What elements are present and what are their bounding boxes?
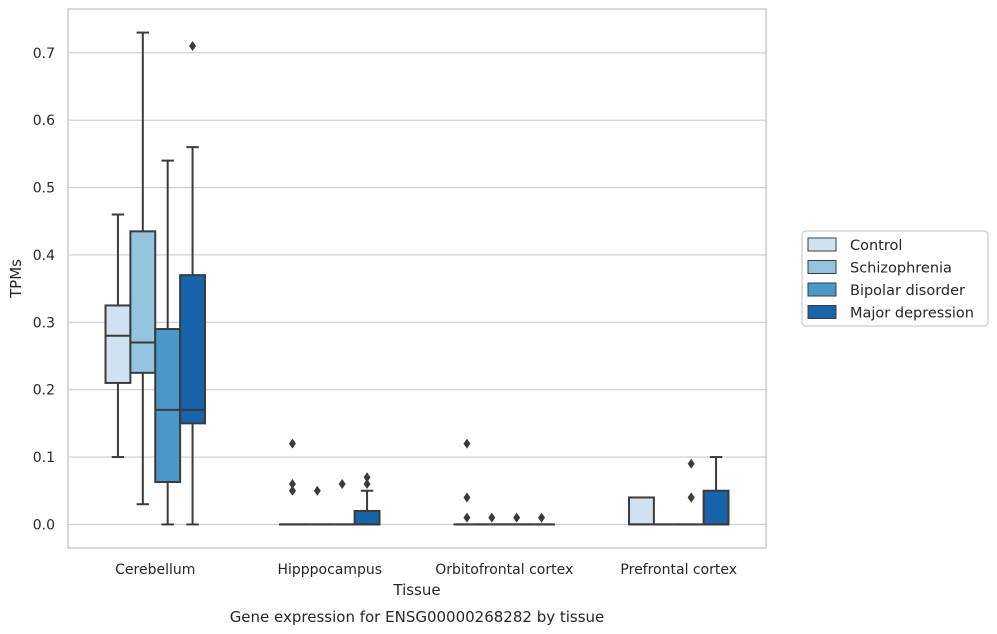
y-tick-label: 0.0 <box>33 517 55 533</box>
box-0-2 <box>154 159 182 526</box>
y-tick-label: 0.3 <box>33 315 55 331</box>
outlier-point <box>463 512 471 523</box>
box-body <box>628 496 655 526</box>
box-body <box>129 230 157 374</box>
plot-area-frame <box>67 8 767 549</box>
box-3-2 <box>677 458 705 526</box>
box-marks <box>104 31 730 526</box>
x-axis-label: Tissue <box>392 581 440 599</box>
outlier-point <box>687 458 695 469</box>
outlier-point <box>463 492 471 503</box>
outlier-point <box>363 478 371 489</box>
box-3-0 <box>628 496 655 526</box>
box-1-1 <box>303 485 331 526</box>
outlier-point <box>687 492 695 503</box>
box-2-3 <box>528 512 555 526</box>
x-tick-label: Hipppocampus <box>277 562 382 578</box>
y-axis-ticks: 0.0 0.1 0.2 0.3 0.4 0.5 0.6 0.7 <box>33 46 55 534</box>
legend: Control Schizophrenia Bipolar disorder Majo… <box>801 230 989 327</box>
outlier-point <box>488 512 496 523</box>
outlier-point <box>288 485 296 496</box>
chart-caption: Gene expression for ENSG00000268282 by t… <box>230 608 605 626</box>
box-body <box>353 509 381 526</box>
legend-label: Control <box>850 238 902 254</box>
x-tick-label: Orbitofrontal cortex <box>435 562 573 578</box>
box-2-0 <box>453 438 481 526</box>
legend-swatch <box>807 305 837 319</box>
outlier-point <box>288 478 296 489</box>
box-0-3 <box>179 41 206 526</box>
y-tick-label: 0.6 <box>33 113 55 129</box>
y-tick-label: 0.4 <box>33 248 55 264</box>
outlier-point <box>338 478 346 489</box>
legend-swatch <box>807 260 837 274</box>
outlier-point <box>189 41 197 52</box>
box-1-2 <box>328 478 356 526</box>
box-body <box>104 304 132 384</box>
box-1-0 <box>279 438 306 526</box>
box-body <box>702 489 730 526</box>
box-body <box>179 274 206 425</box>
outlier-point <box>513 512 521 523</box>
box-0-0 <box>104 213 132 459</box>
legend-label: Schizophrenia <box>850 261 952 277</box>
x-axis-ticks: Cerebellum Hipppocampus Orbitofrontal cort… <box>115 562 737 578</box>
y-tick-label: 0.5 <box>33 181 55 197</box>
box-3-3 <box>702 456 730 526</box>
box-body <box>154 328 182 483</box>
legend-label: Major depression <box>850 306 974 322</box>
outlier-point <box>363 472 371 483</box>
legend-frame <box>801 230 989 327</box>
legend-label: Bipolar disorder <box>850 283 965 299</box>
x-tick-label: Cerebellum <box>115 562 195 578</box>
y-tick-label: 0.1 <box>33 450 55 466</box>
box-0-1 <box>129 31 157 506</box>
outlier-point <box>288 438 296 449</box>
legend-swatch <box>807 282 837 297</box>
box-2-1 <box>478 512 506 526</box>
outlier-point <box>538 512 546 523</box>
outlier-point <box>463 438 471 449</box>
box-1-3 <box>353 472 381 526</box>
y-axis-label: TPMs <box>7 259 25 299</box>
outlier-point <box>313 485 321 496</box>
y-tick-label: 0.2 <box>33 383 55 399</box>
legend-swatch <box>807 237 837 252</box>
box-2-2 <box>503 512 531 526</box>
x-tick-label: Prefrontal cortex <box>620 562 737 578</box>
y-tick-label: 0.7 <box>33 46 55 62</box>
